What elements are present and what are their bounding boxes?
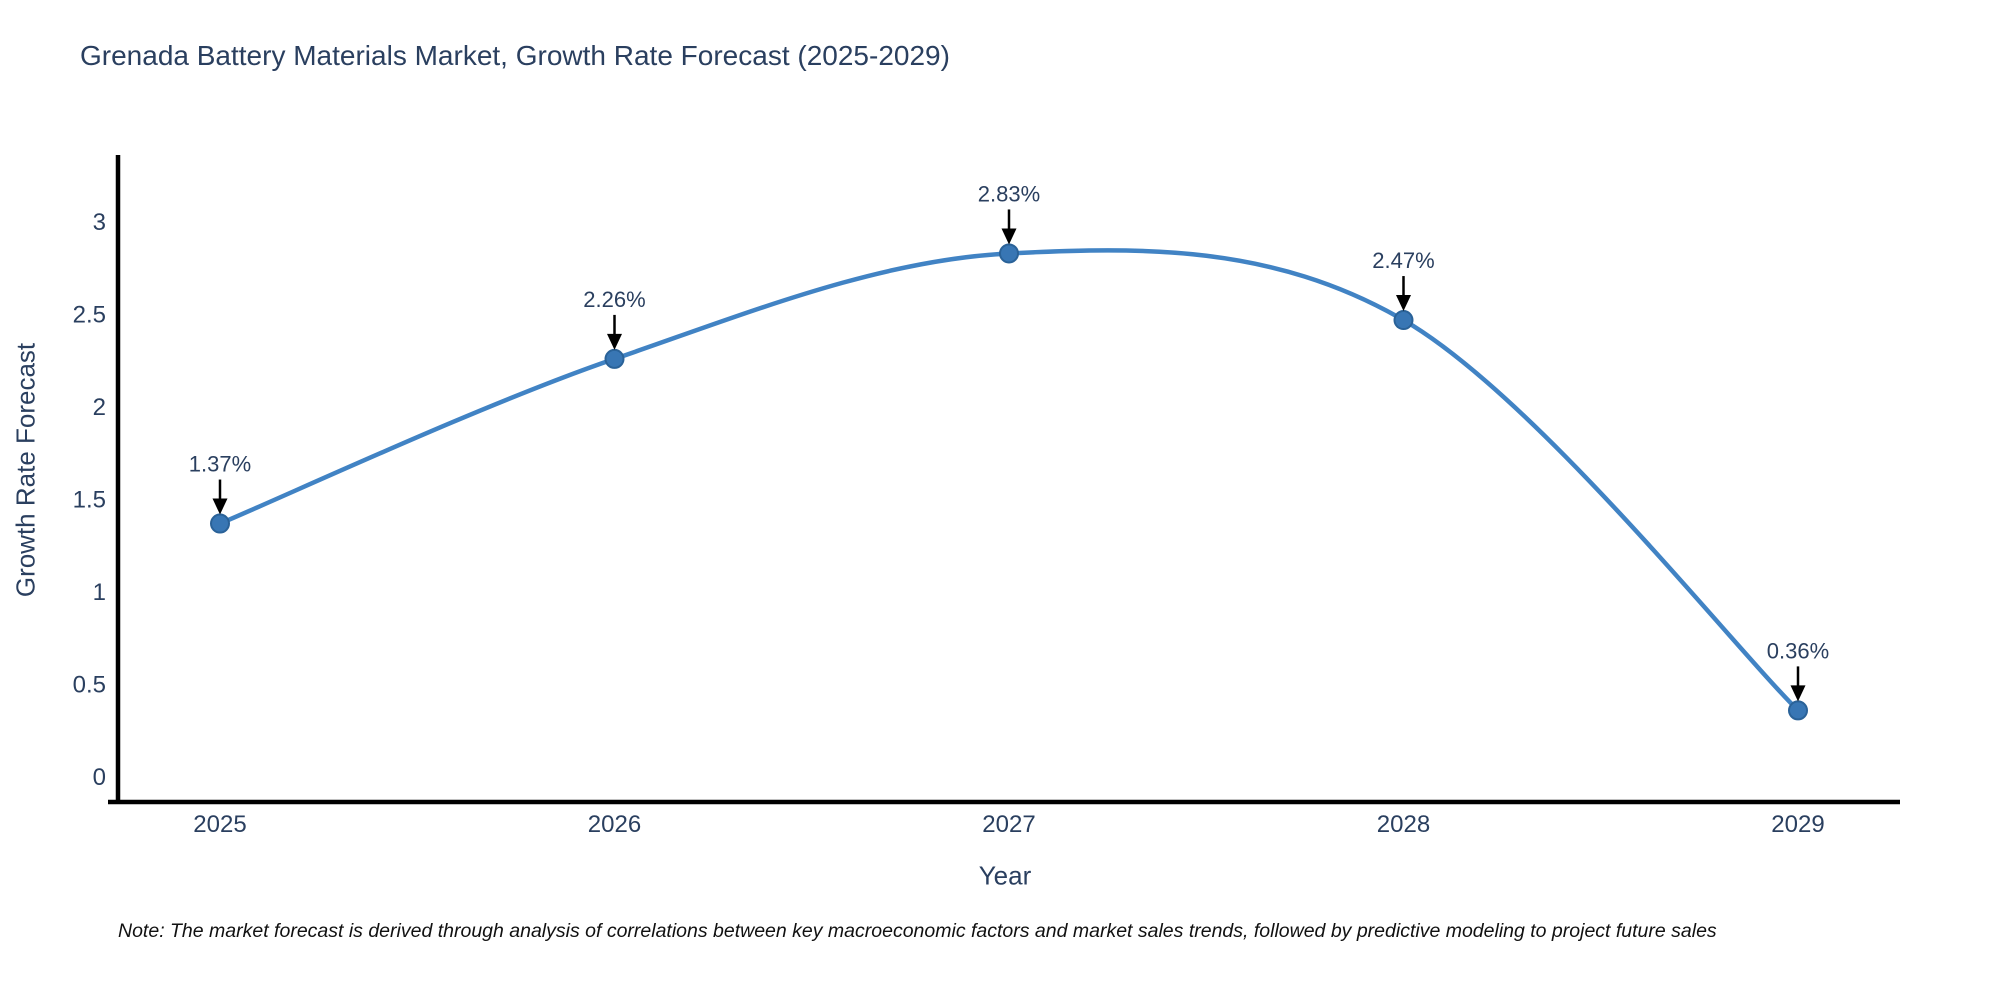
chart-title: Grenada Battery Materials Market, Growth… [80, 40, 950, 71]
annotation-arrowhead-2028 [1396, 295, 1411, 312]
y-tick-label-2.5: 2.5 [73, 302, 106, 329]
data-point-2028 [1393, 310, 1414, 331]
x-tick-label-2028: 2028 [1377, 811, 1430, 838]
y-tick-label-0: 0 [93, 764, 106, 791]
annotation-label-2027: 2.83% [978, 181, 1040, 206]
x-tick-label-2029: 2029 [1771, 811, 1824, 838]
data-point-2026 [604, 348, 625, 369]
y-tick-label-1: 1 [93, 579, 106, 606]
y-tick-label-2: 2 [93, 394, 106, 421]
annotation-label-2026: 2.26% [583, 287, 645, 312]
data-point-2025 [210, 513, 230, 534]
x-axis-title: Year [978, 860, 1032, 891]
x-tick-label-2027: 2027 [982, 811, 1035, 838]
x-tick-label-2026: 2026 [588, 811, 641, 838]
annotation-arrowhead-2026 [607, 333, 622, 350]
annotation-arrowhead-2029 [1790, 685, 1806, 702]
y-tick-label-1.5: 1.5 [73, 487, 106, 514]
x-tick-label-2025: 2025 [193, 811, 246, 838]
annotation-label-2025: 1.37% [189, 452, 251, 477]
y-axis-title: Growth Rate Forecast [10, 342, 41, 598]
annotation-label-2028: 2.47% [1372, 248, 1434, 273]
y-tick-label-3: 3 [93, 209, 106, 236]
data-point-2027 [999, 243, 1019, 264]
annotation-label-2029: 0.36% [1767, 638, 1829, 663]
annotation-arrowhead-2027 [1001, 228, 1017, 245]
data-point-2029 [1788, 700, 1808, 721]
annotation-arrowhead-2025 [212, 498, 228, 515]
footnote: Note: The market forecast is derived thr… [118, 920, 1717, 942]
y-tick-label-0.5: 0.5 [73, 672, 106, 699]
growth-rate-line [217, 248, 1801, 713]
